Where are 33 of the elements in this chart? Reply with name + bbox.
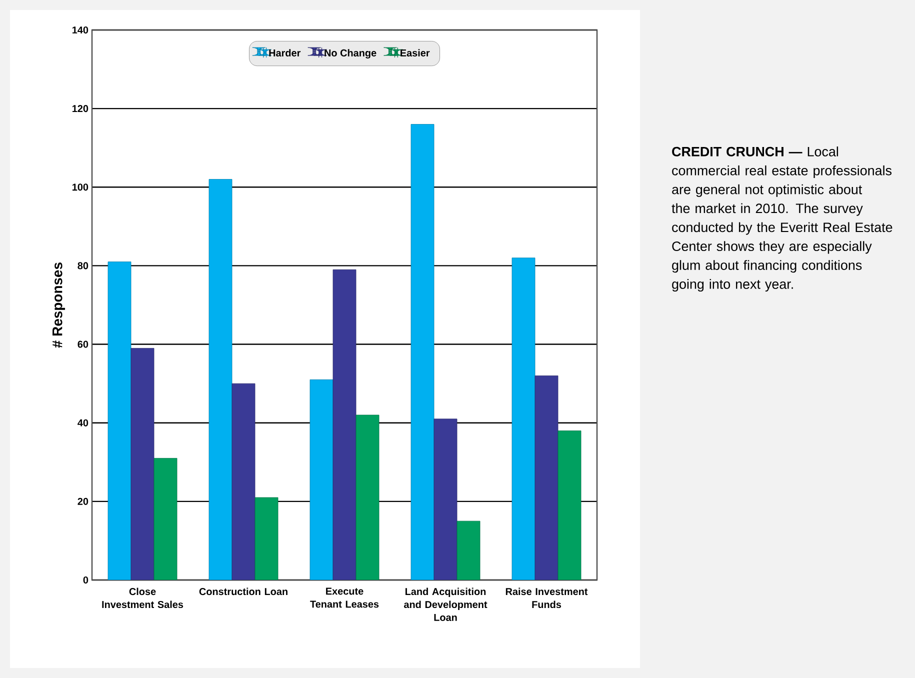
y-tick-label: 60 bbox=[78, 340, 88, 348]
y-tick-label: 20 bbox=[78, 498, 88, 505]
x-tick-label: Land Acquisition and Development Loan bbox=[404, 588, 488, 621]
bar bbox=[558, 430, 582, 580]
y-tick-label: 0 bbox=[83, 576, 88, 584]
text: CREDIT CRUNCH — Local commercial real estate professionals are general not optimistic about the market in 2010. The survey conducted by the Everitt Real Estate Center shows they are especially glum about financing conditions going into next year. bbox=[672, 146, 892, 292]
bar bbox=[130, 348, 154, 580]
bar bbox=[108, 262, 132, 580]
y-tick-label: 120 bbox=[72, 105, 88, 112]
bar bbox=[456, 520, 480, 580]
legend-label: No Change bbox=[324, 49, 376, 58]
x-tick-label: Execute Tenant Leases bbox=[310, 588, 379, 608]
bar bbox=[310, 379, 334, 580]
bar bbox=[154, 458, 178, 580]
bar bbox=[232, 383, 256, 580]
y-tick-label: 80 bbox=[78, 262, 88, 270]
legend-label: Harder bbox=[269, 49, 301, 56]
bar bbox=[356, 414, 380, 580]
bar bbox=[254, 497, 278, 580]
bar bbox=[534, 376, 558, 580]
bar bbox=[512, 258, 536, 580]
bar bbox=[410, 124, 434, 580]
legend-label: Easier bbox=[400, 49, 430, 56]
y-tick-label: 140 bbox=[72, 26, 88, 34]
bar bbox=[208, 179, 232, 580]
x-tick-label: Close Investment Sales bbox=[102, 588, 184, 608]
y-tick-label: 40 bbox=[78, 419, 88, 426]
x-tick-label: Raise Investment Funds bbox=[506, 588, 588, 608]
y-tick-label: 100 bbox=[72, 184, 88, 191]
x-tick-label: Construction Loan bbox=[199, 588, 288, 596]
y-axis-title: # Responses bbox=[52, 262, 66, 348]
bar bbox=[434, 418, 458, 580]
bar bbox=[332, 269, 356, 580]
